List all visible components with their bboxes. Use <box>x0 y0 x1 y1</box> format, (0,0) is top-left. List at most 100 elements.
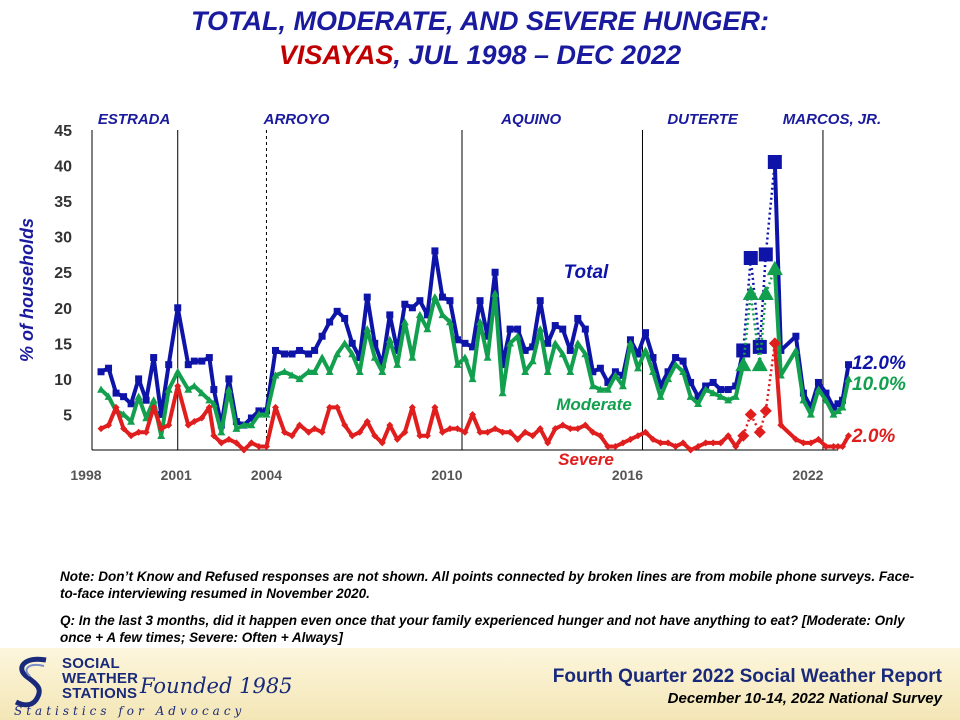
severe-point <box>768 337 781 350</box>
report-title: Fourth Quarter 2022 Social Weather Repor… <box>552 666 942 687</box>
severe-point <box>112 403 120 411</box>
moderate-point <box>378 367 387 375</box>
total-point <box>165 361 173 369</box>
moderate-point <box>97 385 106 393</box>
total-point <box>348 339 356 347</box>
moderate-point <box>254 410 263 418</box>
moderate-point <box>393 360 402 368</box>
moderate-point <box>271 371 280 379</box>
moderate-point <box>751 356 768 372</box>
severe-point <box>288 432 296 440</box>
severe-point <box>559 421 567 429</box>
moderate-point <box>190 382 199 390</box>
axes: 5 10 15 20 25 30 35 40 45 % of households 1998 2001… <box>17 123 838 483</box>
total-point <box>687 378 695 386</box>
total-point <box>408 304 416 312</box>
note-text: Note: Don’t Know and Refused responses a… <box>60 569 915 601</box>
chart-title-period: , JUL 1998 – DEC 2022 <box>393 40 682 70</box>
total-point <box>431 247 439 255</box>
severe-point <box>732 442 740 450</box>
severe-point <box>744 408 757 421</box>
total-point <box>416 297 424 305</box>
moderate-point <box>588 382 597 390</box>
severe-point <box>737 429 750 442</box>
severe-point <box>657 439 665 447</box>
severe-point <box>150 403 158 411</box>
total-point <box>596 364 604 372</box>
series-dashed-total <box>758 254 768 347</box>
total-point <box>210 386 218 394</box>
y-tick-label: 10 <box>54 372 72 389</box>
severe-point <box>611 442 619 450</box>
total-point <box>198 357 206 365</box>
severe-point <box>514 435 522 443</box>
total-point <box>581 325 589 333</box>
total-point <box>758 247 773 262</box>
severe-point <box>829 442 837 450</box>
severe-point <box>333 403 341 411</box>
org-line1: SOCIAL <box>62 655 120 672</box>
moderate-point <box>304 367 313 375</box>
severe-point <box>423 432 431 440</box>
series-dashed-severe <box>764 343 777 412</box>
severe-point <box>386 421 394 429</box>
severe-point <box>371 432 379 440</box>
severe-point <box>105 421 113 429</box>
moderate-point <box>694 399 703 407</box>
total-point <box>717 386 725 394</box>
chart-title-line2: VISAYAS, JUL 1998 – DEC 2022 <box>0 40 960 71</box>
total-point <box>709 378 717 386</box>
moderate-point <box>363 325 372 333</box>
severe-point <box>341 421 349 429</box>
total-point <box>491 268 499 276</box>
severe-point <box>255 442 263 450</box>
moderate-point <box>134 392 143 400</box>
severe-point <box>687 446 695 454</box>
moderate-point <box>415 310 424 319</box>
total-point <box>589 368 597 376</box>
moderate-point <box>513 332 522 340</box>
severe-point <box>506 428 514 436</box>
moderate-point <box>581 350 590 358</box>
total-point <box>453 336 461 344</box>
administration-dividers: ESTRADA ARROYO AQUINO DUTERTE MARCOS, JR. <box>98 111 881 450</box>
severe-point <box>165 421 173 429</box>
severe-point <box>240 446 248 454</box>
moderate-point <box>766 260 783 276</box>
severe-point <box>834 442 842 450</box>
moderate-point <box>461 353 469 361</box>
moderate-point <box>821 396 830 404</box>
severe-point <box>205 403 213 411</box>
moderate-point <box>408 353 417 361</box>
total-point <box>174 304 182 312</box>
moderate-point <box>104 392 113 400</box>
total-point <box>105 364 113 372</box>
moderate-point <box>119 410 128 418</box>
total-point <box>247 414 255 422</box>
severe-point <box>777 421 785 429</box>
total-point <box>127 400 135 408</box>
severe-point <box>127 432 135 440</box>
moderate-point <box>829 410 838 418</box>
moderate-point <box>262 410 271 418</box>
total-point <box>694 393 702 401</box>
moderate-point <box>325 367 334 375</box>
severe-point <box>393 435 401 443</box>
series-label-total: Total <box>564 262 609 283</box>
total-point <box>271 346 279 354</box>
moderate-point <box>173 367 182 375</box>
moderate-point <box>491 289 500 297</box>
moderate-point <box>468 374 477 383</box>
total-point <box>190 357 198 365</box>
severe-point <box>717 439 725 447</box>
moderate-point <box>438 310 447 319</box>
severe-point <box>521 428 529 436</box>
total-point <box>371 339 379 347</box>
total-point <box>732 382 740 390</box>
moderate-point <box>633 364 642 372</box>
total-point <box>142 396 150 404</box>
severe-point <box>626 435 634 443</box>
org-name: SOCIAL WEATHER STATIONS <box>62 656 138 701</box>
moderate-point <box>611 371 620 379</box>
tagline-text: Statistics for Advocacy <box>14 704 246 718</box>
